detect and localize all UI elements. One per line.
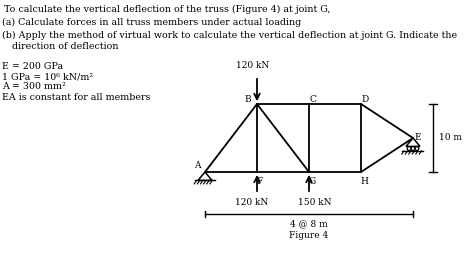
Text: F: F [257,178,263,186]
Text: E: E [415,133,421,142]
Text: A: A [194,161,200,171]
Text: C: C [310,95,317,105]
Text: 120 kN: 120 kN [236,198,269,207]
Text: 150 kN: 150 kN [298,198,332,207]
Text: G: G [309,178,316,186]
Text: direction of deflection: direction of deflection [12,42,118,51]
Text: (a) Calculate forces in all truss members under actual loading: (a) Calculate forces in all truss member… [2,18,301,27]
Text: 4 @ 8 m: 4 @ 8 m [290,219,328,228]
Text: EA is constant for all members: EA is constant for all members [2,93,150,102]
Text: 1 GPa = 10⁶ kN/m²: 1 GPa = 10⁶ kN/m² [2,72,93,81]
Text: D: D [361,95,369,105]
Text: B: B [245,95,251,105]
Text: A = 300 mm²: A = 300 mm² [2,82,66,91]
Text: To calculate the vertical deflection of the truss (Figure 4) at joint G,: To calculate the vertical deflection of … [4,5,330,14]
Text: 120 kN: 120 kN [237,61,270,70]
Text: (b) Apply the method of virtual work to calculate the vertical deflection at joi: (b) Apply the method of virtual work to … [2,31,457,40]
Text: E = 200 GPa: E = 200 GPa [2,62,63,71]
Text: H: H [360,178,368,186]
Text: 10 m: 10 m [439,133,462,142]
Text: Figure 4: Figure 4 [289,231,328,240]
